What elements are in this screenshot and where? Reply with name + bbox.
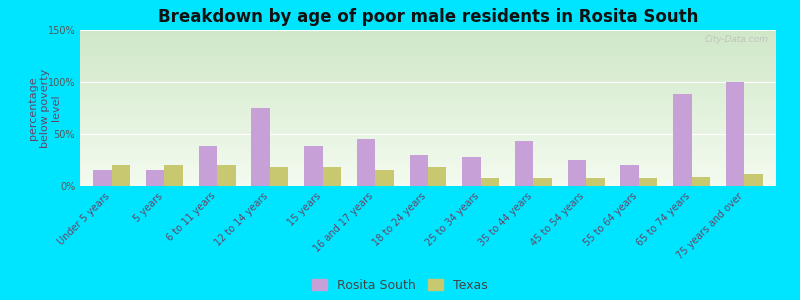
Bar — [164, 165, 183, 186]
Bar — [198, 146, 217, 186]
Bar — [462, 157, 481, 186]
Bar — [673, 94, 692, 186]
Bar — [217, 165, 235, 186]
Title: Breakdown by age of poor male residents in Rosita South: Breakdown by age of poor male residents … — [158, 8, 698, 26]
Bar — [410, 155, 428, 186]
Bar — [481, 178, 499, 186]
Bar — [534, 178, 552, 186]
Bar — [621, 165, 639, 186]
Bar — [304, 146, 322, 186]
Text: City-Data.com: City-Data.com — [705, 35, 769, 44]
Bar — [692, 177, 710, 186]
Bar — [726, 82, 744, 186]
Bar — [568, 160, 586, 186]
Y-axis label: percentage
below poverty
level: percentage below poverty level — [28, 68, 62, 148]
Bar — [428, 167, 446, 186]
Bar — [515, 141, 534, 186]
Bar — [586, 178, 605, 186]
Bar — [357, 139, 375, 186]
Bar — [375, 170, 394, 186]
Bar — [322, 167, 341, 186]
Bar — [93, 170, 112, 186]
Bar — [251, 108, 270, 186]
Bar — [744, 173, 763, 186]
Bar — [639, 178, 658, 186]
Legend: Rosita South, Texas: Rosita South, Texas — [307, 274, 493, 297]
Bar — [112, 165, 130, 186]
Bar — [270, 167, 288, 186]
Bar — [146, 170, 164, 186]
